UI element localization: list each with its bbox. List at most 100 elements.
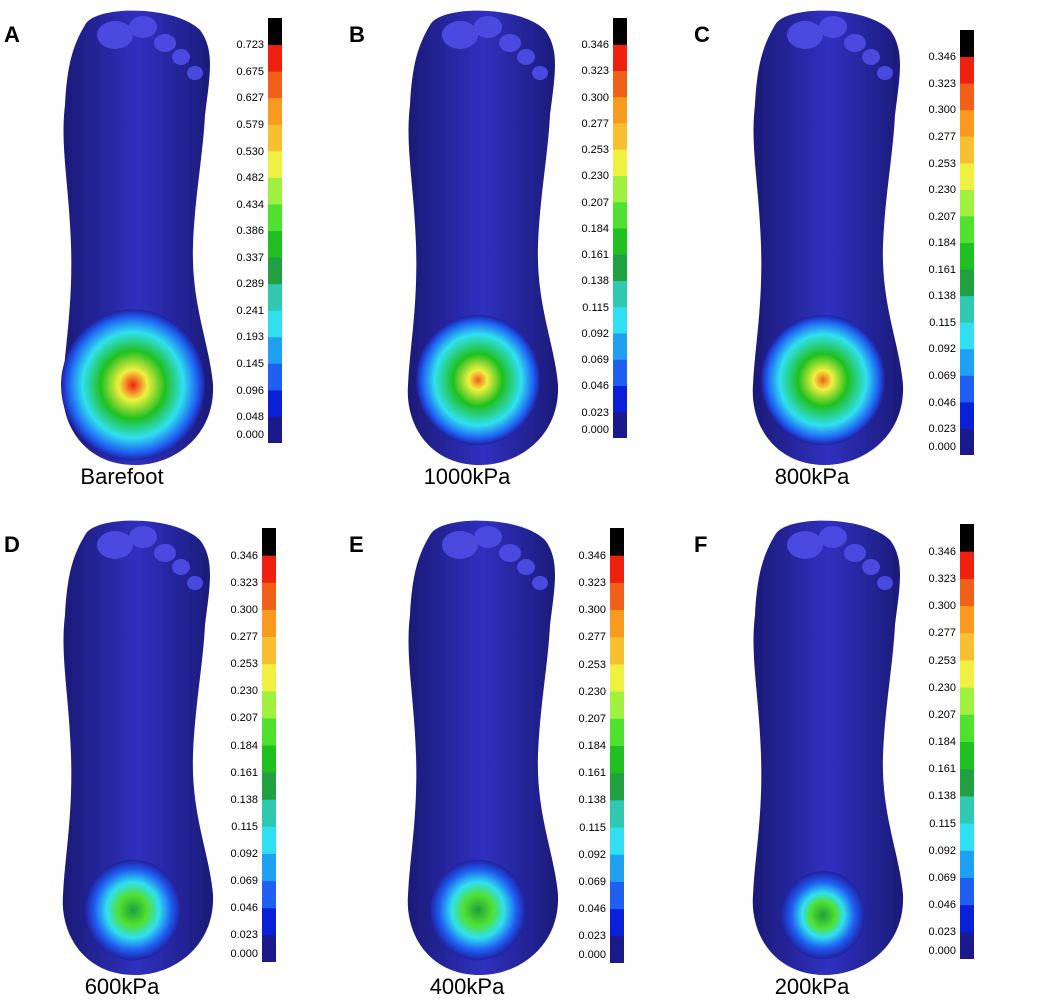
scale-band (262, 826, 276, 854)
scale-tick-label: 0.092 (578, 848, 606, 861)
scale-band (268, 203, 282, 231)
scale-tick-label: 0.300 (230, 603, 258, 616)
scale-tick-label: 0.323 (230, 576, 258, 589)
scale-tick-label: 0.300 (581, 91, 609, 104)
scale-tick-label: 0.138 (928, 290, 956, 303)
scale-band (262, 663, 276, 692)
scale-band (960, 524, 974, 552)
scale-band (960, 30, 974, 58)
scale-tick-label: 0.434 (236, 198, 264, 211)
scale-band (268, 310, 282, 338)
scale-tick-label: 0.253 (581, 144, 609, 156)
foot-pressure-map (61, 10, 214, 465)
scale-band (262, 636, 276, 665)
color-scale (610, 528, 624, 963)
scale-band (268, 177, 282, 205)
scale-tick-label: 0.000 (581, 424, 609, 436)
scale-tick-label: 0.023 (230, 929, 258, 942)
toe (517, 559, 535, 575)
toe (877, 576, 893, 590)
toe (474, 526, 502, 548)
scale-band (613, 149, 627, 176)
scale-tick-label: 0.184 (578, 740, 606, 753)
panel-caption: 1000kPa (423, 464, 511, 489)
scale-band (960, 795, 974, 824)
scale-band (613, 228, 627, 255)
scale-band (960, 605, 974, 634)
scale-band (613, 359, 627, 386)
scale-tick-label: 0.069 (928, 370, 956, 382)
scale-tick-label: 0.069 (581, 354, 609, 366)
panel-b: B 0.346 0.323 0.300 0.277 0.253 0.230 0.207 0.18… (345, 0, 685, 490)
scale-band (262, 880, 276, 909)
scale-tick-label: 0.000 (928, 945, 956, 957)
scale-band (262, 853, 276, 882)
color-scale (262, 528, 276, 962)
foot-pressure-map (407, 520, 559, 975)
toe (532, 66, 548, 80)
scale-band (610, 881, 624, 910)
scale-band (960, 215, 974, 243)
panel-caption: 600kPa (84, 974, 160, 999)
heel-pressure-zone (781, 870, 865, 960)
heel-pressure-zone (761, 314, 885, 446)
scale-band (268, 230, 282, 258)
toe (787, 21, 823, 49)
toe (129, 526, 157, 548)
foot-pressure-map (752, 520, 904, 975)
toe (97, 21, 133, 49)
scale-tick-label: 0.023 (928, 423, 956, 436)
scale-band (613, 411, 627, 438)
scale-band (268, 124, 282, 152)
panel-letter: C (694, 22, 710, 47)
scale-band (960, 295, 974, 323)
scale-tick-label: 0.253 (928, 654, 956, 667)
scale-band (610, 745, 624, 774)
scale-tick-label: 0.161 (581, 249, 609, 261)
scale-tick-label: 0.145 (236, 358, 264, 370)
scale-band (268, 389, 282, 417)
scale-band (610, 854, 624, 882)
scale-band (960, 83, 974, 111)
scale-tick-label: 0.253 (928, 157, 956, 170)
scale-tick-label: 0.207 (578, 712, 606, 725)
scale-band (610, 799, 624, 828)
scale-tick-label: 0.184 (928, 237, 956, 250)
scale-band (610, 691, 624, 719)
scale-band (613, 175, 627, 203)
scale-tick-label: 0.482 (236, 172, 264, 185)
toe (442, 21, 478, 49)
panel-letter: B (349, 22, 365, 47)
heel-pressure-zone (430, 859, 526, 961)
scale-band (262, 609, 276, 637)
scale-tick-label: 0.207 (928, 708, 956, 721)
foot-outline (407, 520, 559, 975)
scale-band (610, 663, 624, 692)
scale-tick-label: 0.230 (928, 184, 956, 197)
scale-band (960, 659, 974, 688)
scale-tick-label: 0.530 (236, 145, 264, 158)
scale-tick-label: 0.277 (230, 631, 258, 644)
scale-band (960, 242, 974, 270)
scale-band (268, 44, 282, 72)
scale-tick-label: 0.230 (581, 170, 609, 183)
scale-tick-label: 0.207 (230, 712, 258, 725)
scale-tick-label: 0.115 (231, 820, 258, 833)
scale-tick-label: 0.207 (928, 210, 956, 223)
scale-tick-label: 0.184 (928, 736, 956, 749)
scale-band (960, 428, 974, 455)
toe (187, 576, 203, 590)
toe (877, 66, 893, 80)
scale-band (262, 772, 276, 800)
scale-band (262, 745, 276, 773)
scale-band (613, 385, 627, 413)
scale-tick-label: 0.323 (578, 576, 606, 589)
panel-letter: A (4, 22, 20, 47)
toe (442, 531, 478, 559)
scale-tick-label: 0.207 (581, 196, 609, 209)
toe (819, 16, 847, 38)
scale-tick-label: 0.184 (581, 222, 609, 235)
scale-band (610, 582, 624, 611)
scale-tick-label: 0.069 (578, 876, 606, 888)
scale-tick-label: 0.277 (581, 117, 609, 130)
